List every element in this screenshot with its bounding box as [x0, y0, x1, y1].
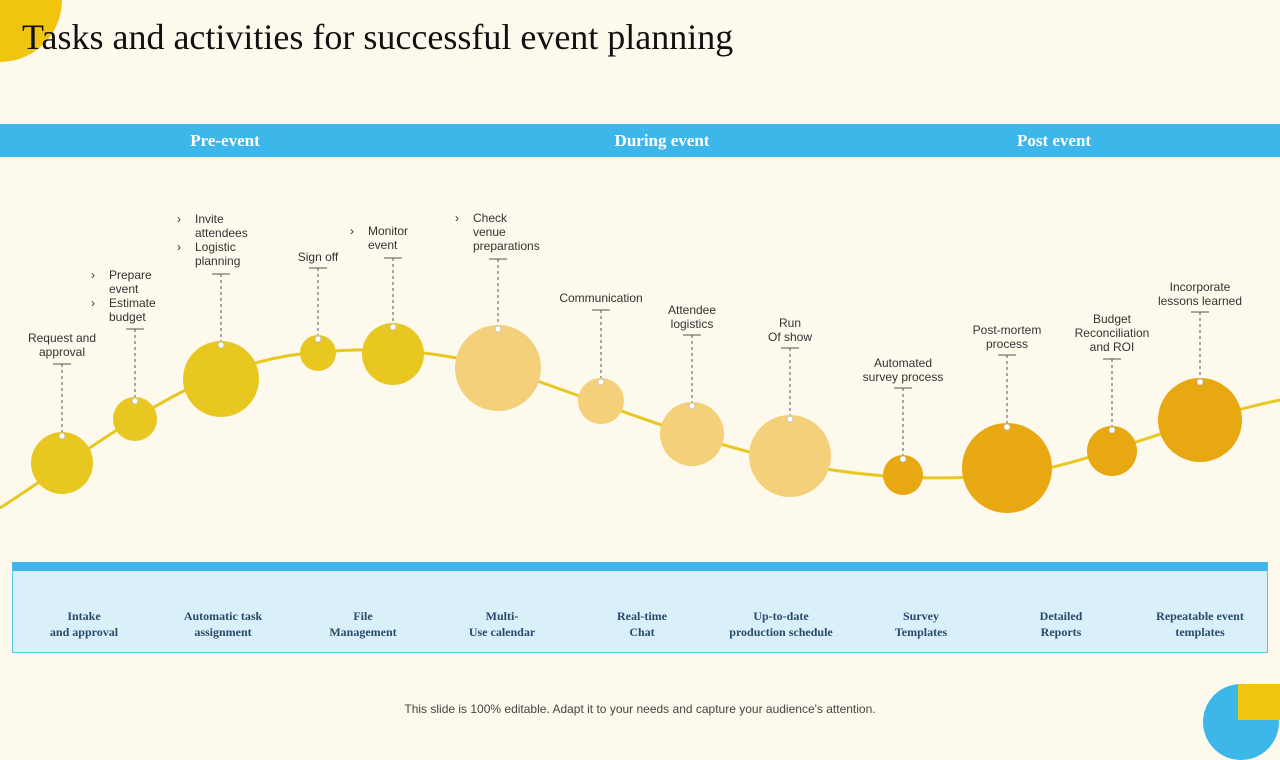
feature-intake-approval: Intake and approval: [49, 609, 119, 639]
anchor-dot-communication: [597, 378, 605, 386]
feature-automatic-task-assignment: Automatic task assignment: [183, 609, 263, 639]
anchor-dot-run-of-show: [786, 415, 794, 423]
phase-post-event: Post event: [1016, 131, 1092, 150]
anchor-dot-prepare-estimate: [131, 397, 139, 405]
node-check-venue: [455, 325, 541, 411]
feature-multi-use-calendar: Multi- Use calendar: [468, 609, 536, 639]
label-automated-survey: Automated survey process: [862, 356, 944, 384]
node-automated-survey: [883, 455, 923, 495]
label-run-of-show: Run Of show: [767, 316, 813, 344]
node-monitor-event: [362, 323, 424, 385]
node-communication: [578, 378, 624, 424]
anchor-dot-monitor-event: [389, 323, 397, 331]
label-prepare-estimate: PrepareeventEstimatebudget: [91, 268, 156, 324]
feature-real-time-chat: Real-time Chat: [617, 609, 667, 639]
anchor-dot-incorporate-lessons: [1196, 378, 1204, 386]
label-attendee-logistics: Attendee logistics: [667, 303, 717, 331]
anchor-dot-automated-survey: [899, 455, 907, 463]
phase-pre-event: Pre-event: [190, 131, 260, 150]
slide-title: Tasks and activities for successful even…: [22, 17, 734, 57]
node-prepare-estimate: [113, 397, 157, 441]
node-invite-logistic: [183, 341, 259, 417]
node-post-mortem: [962, 423, 1052, 513]
phase-during-event: During event: [614, 131, 710, 150]
node-request-approval: [31, 432, 93, 494]
feature-survey-templates: Survey Templates: [894, 609, 948, 639]
timeline-graphic: [0, 257, 1280, 513]
node-run-of-show: [749, 415, 831, 497]
anchor-dot-attendee-logistics: [688, 402, 696, 410]
node-attendee-logistics: [660, 402, 724, 466]
anchor-dot-request-approval: [58, 432, 66, 440]
feature-repeatable-event-templates: Repeatable event templates: [1156, 609, 1244, 639]
node-sign-off: [300, 335, 336, 371]
phase-bar: Pre-event During event Post event: [0, 124, 1280, 157]
feature-production-schedule: Up-to-date production schedule: [729, 609, 833, 639]
feature-detailed-reports: Detailed Reports: [1039, 609, 1083, 639]
label-incorporate-lessons: Incorporate lessons learned: [1157, 280, 1243, 308]
label-post-mortem: Post-mortem process: [972, 323, 1042, 351]
label-sign-off: Sign off: [297, 250, 339, 264]
anchor-dot-sign-off: [314, 335, 322, 343]
label-budget-reconciliation: Budget Reconciliation and ROI: [1074, 312, 1150, 354]
label-invite-logistic: InviteattendeesLogisticplanning: [177, 212, 248, 268]
label-communication: Communication: [559, 291, 643, 305]
anchor-dot-invite-logistic: [217, 341, 225, 349]
footer-note: This slide is 100% editable. Adapt it to…: [404, 702, 876, 716]
corner-decoration-yellow: [1238, 684, 1280, 720]
anchor-dot-budget-reconciliation: [1108, 426, 1116, 434]
anchor-dot-post-mortem: [1003, 423, 1011, 431]
label-request-approval: Request and approval: [27, 331, 97, 359]
node-incorporate-lessons: [1158, 378, 1242, 462]
feature-box: Intake and approval Automatic task assignm…: [12, 562, 1268, 653]
anchor-dot-check-venue: [494, 325, 502, 333]
node-budget-reconciliation: [1087, 426, 1137, 476]
feature-file-management: File Management: [329, 609, 397, 639]
